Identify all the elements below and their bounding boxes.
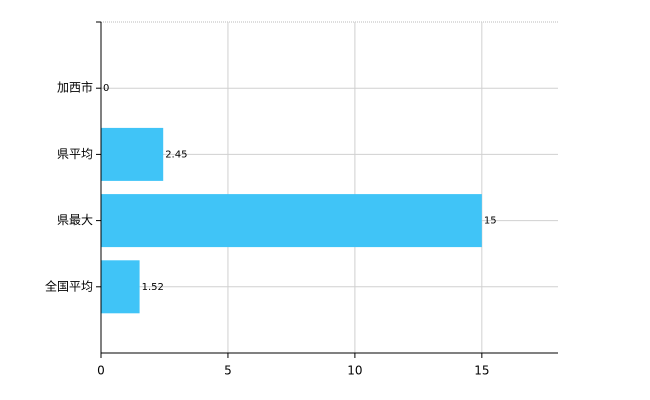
y-tick-label: 加西市 bbox=[57, 80, 93, 95]
x-tick-label: 0 bbox=[97, 364, 105, 378]
value-label: 2.45 bbox=[165, 149, 187, 160]
x-tick-label: 10 bbox=[347, 364, 362, 378]
bar bbox=[101, 194, 482, 248]
y-tick-label: 県平均 bbox=[57, 147, 93, 161]
x-tick-label: 5 bbox=[224, 364, 232, 378]
value-label: 15 bbox=[484, 216, 497, 227]
value-label: 1.52 bbox=[142, 282, 164, 293]
y-tick-label: 県最大 bbox=[57, 213, 93, 227]
y-tick-label: 全国平均 bbox=[45, 278, 93, 293]
bar bbox=[101, 260, 140, 314]
x-tick-label: 15 bbox=[474, 364, 489, 378]
value-label: 0 bbox=[103, 83, 109, 94]
bar bbox=[101, 127, 164, 181]
